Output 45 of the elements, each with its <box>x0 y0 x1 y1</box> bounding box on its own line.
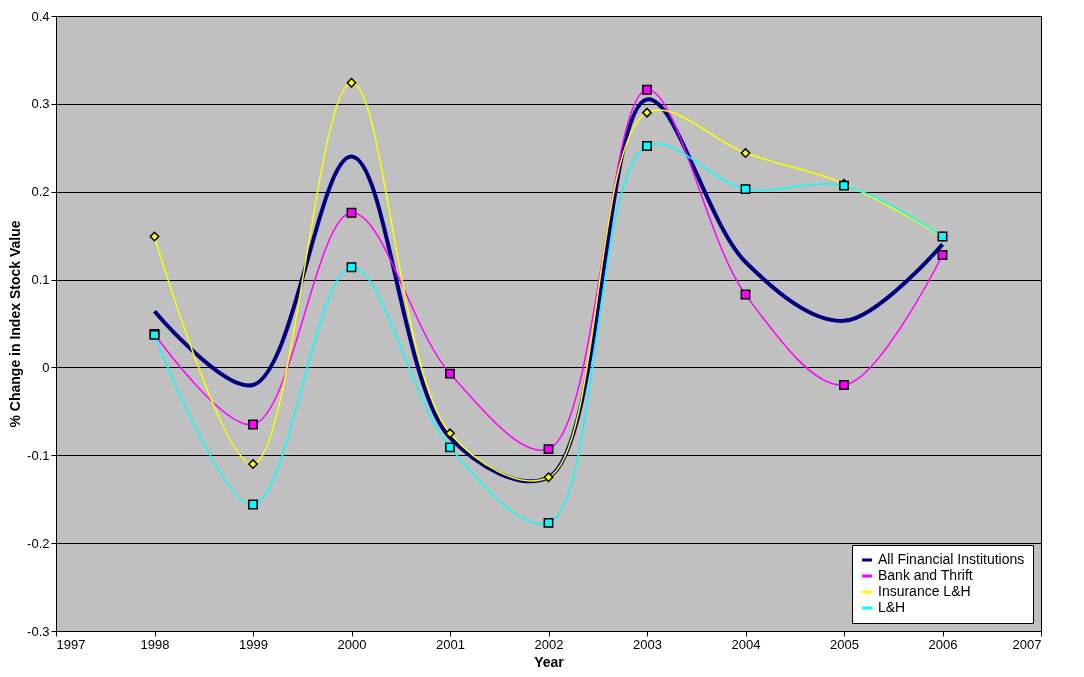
x-tick-label: 2001 <box>436 636 465 652</box>
point <box>248 419 258 430</box>
x-tick-label: 2003 <box>633 636 662 652</box>
y-tick-label: 0.4 <box>31 8 50 24</box>
point <box>642 84 652 95</box>
y-axis-title: % Change in Index Stock Value <box>7 220 24 428</box>
point <box>642 107 652 118</box>
x-tick-label: 2004 <box>731 636 761 652</box>
y-tick-label: -0.3 <box>27 623 50 639</box>
point <box>248 499 258 510</box>
legend-label: Bank and Thrift <box>878 567 973 583</box>
x-tick-label: 2000 <box>337 636 367 652</box>
y-tick-label: 0.2 <box>31 184 50 200</box>
point <box>839 380 849 390</box>
point <box>346 262 357 273</box>
point <box>149 231 160 242</box>
legend-label: Insurance L&H <box>878 583 971 599</box>
point <box>445 442 455 453</box>
point <box>740 184 751 195</box>
x-tick-label: 2005 <box>830 636 859 652</box>
point <box>543 444 554 455</box>
point <box>543 472 554 483</box>
point <box>642 141 652 151</box>
point <box>248 459 258 469</box>
point <box>445 368 455 379</box>
y-tick-label: 0 <box>42 359 50 375</box>
point <box>445 428 455 439</box>
x-tick-label: 1999 <box>239 636 268 652</box>
y-tick-label: 0.3 <box>31 96 50 112</box>
x-axis-title: Year <box>534 653 565 670</box>
x-tick-label: 2002 <box>534 636 564 652</box>
y-tick-label: -0.1 <box>27 447 50 463</box>
x-tick-label: 1997 <box>56 636 86 652</box>
y-tick-label: -0.2 <box>27 535 50 551</box>
legend-label: All Financial Institutions <box>878 551 1025 567</box>
point <box>346 207 357 218</box>
x-tick-label: 2007 <box>1012 636 1042 652</box>
point <box>543 518 554 528</box>
point <box>346 77 357 88</box>
x-tick-label: 2006 <box>928 636 958 652</box>
legend-label: L&H <box>878 599 906 615</box>
point <box>740 148 751 158</box>
x-tick-label: 1998 <box>140 636 170 652</box>
point <box>937 250 948 260</box>
y-tick-label: 0.1 <box>31 272 50 288</box>
